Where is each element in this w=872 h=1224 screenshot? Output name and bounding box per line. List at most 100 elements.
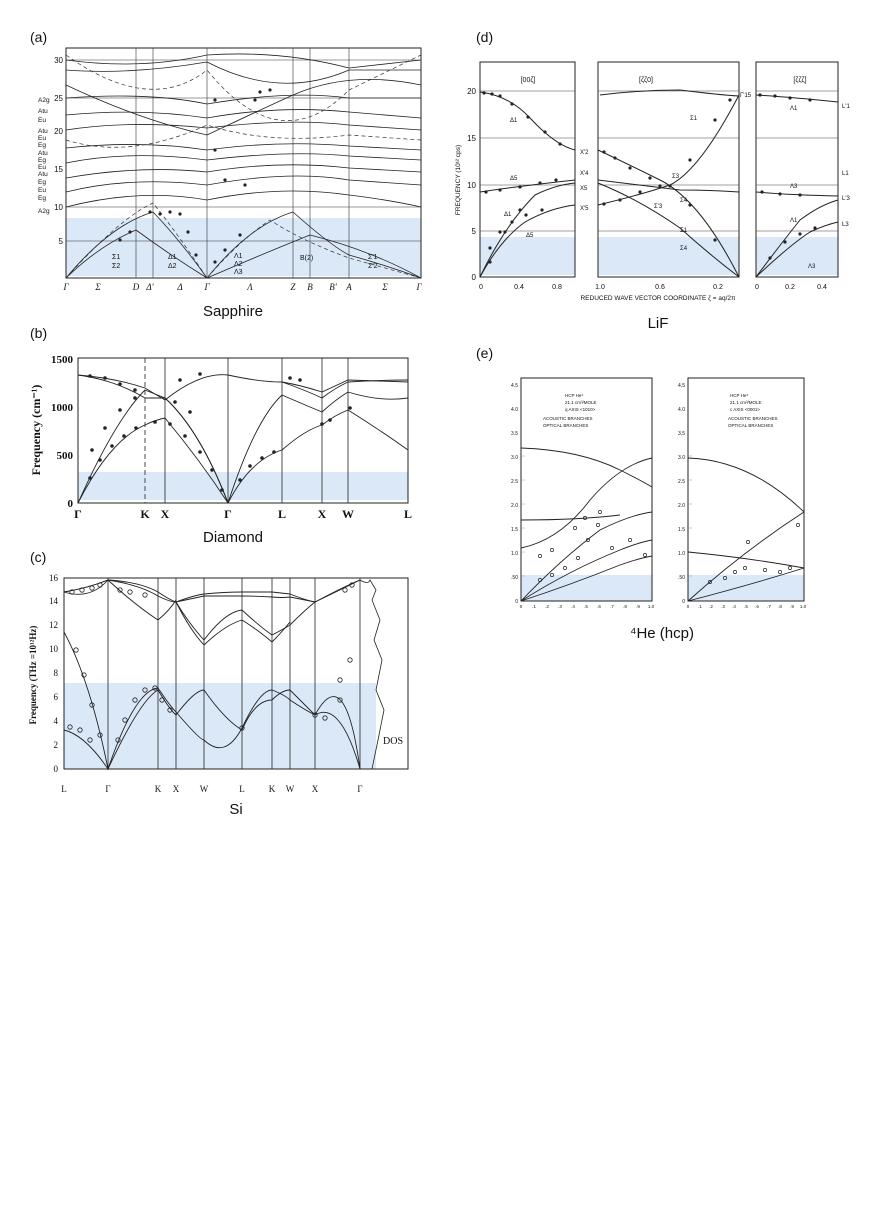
panel-e: (e)	[476, 345, 807, 642]
panel-d-branch-label: Δ5	[510, 176, 518, 182]
panel-e-ytick: 4.5	[511, 383, 518, 389]
panel-c-xlabel: X	[312, 784, 319, 794]
panel-e-header-line: q AXIS <1010>	[565, 407, 596, 412]
panel-a-legend-item: Σ'1	[368, 254, 378, 261]
panel-d-branch-label: Λ3	[808, 264, 816, 270]
panel-d-branch-label: Δ1	[510, 118, 518, 124]
panel-d-ytick: 5	[472, 227, 477, 236]
panel-c-xlabel: K	[269, 784, 276, 794]
panel-e-ytick: 3.5	[678, 431, 685, 437]
panel-d-branch-label: L1	[842, 171, 849, 177]
panel-e-ytick: 2.5	[678, 479, 685, 485]
panel-d-branch-label: Λ1	[790, 218, 798, 224]
panel-b-xlabel: X	[318, 507, 327, 521]
panel-d-branch-label: X'4	[580, 171, 589, 177]
panel-b-highlight-band	[78, 472, 408, 500]
panel-a-mode-label: Eg	[38, 157, 46, 164]
panel-d-data-points	[482, 91, 817, 264]
panel-e-ytick: .50	[511, 575, 518, 581]
panel-d-ytick: 15	[467, 134, 476, 143]
panel-a-mode-label: Eg	[38, 179, 46, 186]
panel-d-branch-label: Σ3	[672, 174, 680, 180]
panel-a-branches	[65, 53, 422, 279]
panel-e-ytick: 0	[515, 599, 518, 605]
panel-e-ytick: 3.0	[511, 455, 518, 461]
panel-e-highlight-band-2	[688, 575, 804, 601]
panel-e-ytick: 1.5	[678, 527, 685, 533]
panel-a-mode-label: Eg	[38, 195, 46, 202]
panel-e-ytick: 1.0	[511, 551, 518, 557]
panel-c-xlabel: W	[286, 784, 295, 794]
panel-d-frame-2	[597, 61, 740, 278]
panel-a-mode-label: Atu	[38, 150, 48, 157]
panel-d-branch-label: L'3	[842, 196, 850, 202]
panel-d-highlight-band-3	[756, 237, 838, 275]
panel-a-dashed-branches	[65, 54, 422, 279]
panel-c-ytick: 6	[54, 692, 59, 702]
panel-d-branch-label: X'2	[580, 150, 589, 156]
panel-a-ytick: 10	[54, 203, 63, 212]
panel-e-xtick: .1	[532, 604, 536, 609]
panel-a-xlabel: Σ	[94, 282, 101, 292]
panel-b-ytick: 1000	[51, 402, 74, 414]
panel-e-legend-line: ACOUSTIC BRANCHES	[543, 416, 593, 421]
panel-c-xlabel: W	[200, 784, 209, 794]
panel-c-dos-label: DOS	[383, 736, 403, 747]
panel-b-xlabel: Γ	[74, 507, 82, 521]
panel-e-ytick: 3.0	[678, 455, 685, 461]
panel-c-ytick: 2	[54, 740, 59, 750]
panel-e-ytick: 2.0	[678, 503, 685, 509]
panel-c-ytick: 12	[49, 620, 58, 630]
panel-a-y-ticks: 5 10 15 20 25 30	[54, 56, 63, 246]
panel-d-gridlines	[480, 90, 838, 232]
panel-d: (d)	[455, 29, 850, 332]
panel-d-branch-label: L3	[842, 222, 849, 228]
panel-e-ytick: 4.5	[678, 383, 685, 389]
panel-a-data-points	[118, 88, 272, 264]
panel-e-xtick: .7	[767, 604, 771, 609]
panel-e-ytick: 1.5	[511, 527, 518, 533]
panel-d-subpanel-title: [ζζζ]	[793, 77, 806, 84]
panel-b-xlabel: K	[140, 507, 150, 521]
panel-e-header-line: 21.1 cm³/MOLE	[565, 400, 597, 405]
panel-e-data-points	[538, 510, 800, 584]
panel-e-ytick: 3.5	[511, 431, 518, 437]
panel-a-xlabel: Λ	[246, 282, 253, 292]
panel-c-xlabel: K	[155, 784, 162, 794]
panel-e-xtick: 1.0	[800, 604, 807, 609]
panel-a-mode-label: Atu	[38, 128, 48, 135]
panel-e-y-ticks-left: 0 .50 1.0 1.5 2.0 2.5 3.0 3.5 4.0 4.5	[511, 383, 518, 605]
panel-d-branch-label: L'1	[842, 104, 850, 110]
panel-a-xlabel: Γ	[203, 282, 210, 292]
panel-b-x-labels: Γ K X Γ L X W L	[74, 507, 412, 521]
panel-d-branch-labels: Δ1 Δ5 Δ5 Δ1 X'2 X'4 X5 X'5 Σ1 Σ3 Σ4 Σ'3 …	[504, 93, 850, 270]
panel-b-xlabel: Γ	[224, 507, 232, 521]
panel-e-header-line: HCP He⁴	[730, 393, 748, 398]
panel-b-data-points	[88, 372, 352, 492]
panel-e-xtick: .9	[790, 604, 794, 609]
panel-e-ytick: 1.0	[678, 551, 685, 557]
panel-c-xlabel: Γ	[105, 784, 110, 794]
panel-d-ylabel: FREQUENCY (10¹² cps)	[455, 145, 462, 215]
panel-d-xlabel: REDUCED WAVE VECTOR COORDINATE ζ = aq/2π	[580, 295, 736, 302]
panel-a-legend-item: B(2)	[300, 255, 313, 262]
panel-a-ytick: 5	[59, 237, 64, 246]
panel-e-y-ticks-right: 0 .50 1.0 1.5 2.0 2.5 3.0 3.5 4.0 4.5	[678, 383, 685, 605]
panel-d-ytick: 10	[467, 181, 476, 190]
panel-e-xtick: .5	[744, 604, 748, 609]
panel-d-branch-label: Λ3	[790, 184, 798, 190]
panel-a-xlabel: Σ	[381, 282, 388, 292]
panel-a-mode-label: Eu	[38, 135, 46, 142]
panel-d-xtick: 0	[755, 284, 759, 291]
panel-e-xtick: .8	[778, 604, 782, 609]
panel-d-branch-label: Σ4	[680, 246, 688, 252]
panel-d-subpanel-title: [ζζ0]	[639, 77, 653, 84]
panel-d-xtick: 0.8	[552, 284, 562, 291]
panel-e-xtick: .5	[584, 604, 588, 609]
panel-c-xlabel: X	[173, 784, 180, 794]
panel-a-mode-labels: A2g Atu Eu Atu Eu Eg Atu Eg Eu Atu Eg Eu…	[38, 97, 50, 215]
panel-e-xtick: .6	[597, 604, 601, 609]
panel-c-dos-curve	[359, 579, 385, 770]
panel-e-header-line: HCP He⁴	[565, 393, 583, 398]
